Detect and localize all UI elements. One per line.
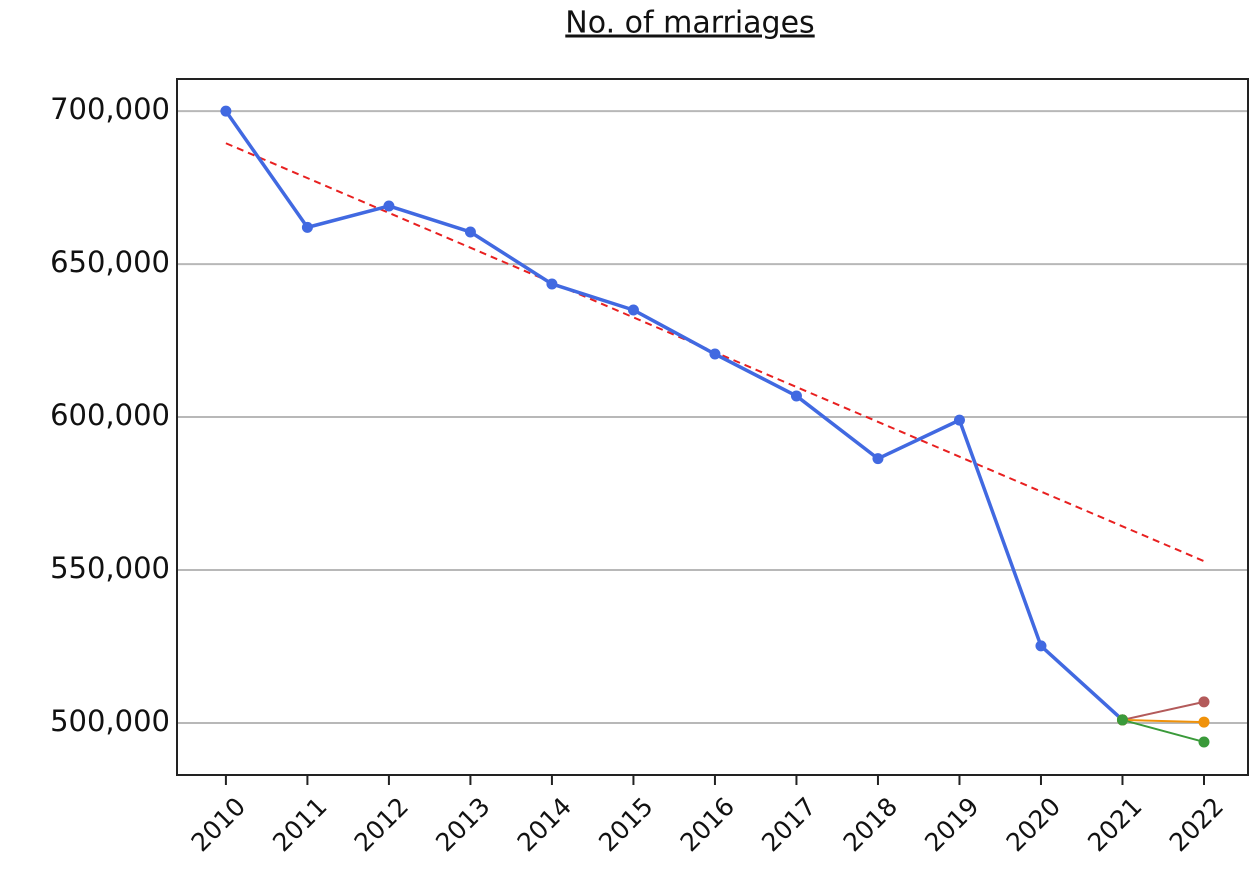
plot-area bbox=[177, 79, 1248, 775]
plot-frame bbox=[176, 78, 1249, 776]
y-tick-label: 550,000 bbox=[50, 551, 170, 585]
data-point bbox=[790, 390, 802, 402]
x-tick-label: 2014 bbox=[512, 792, 577, 857]
data-point bbox=[1116, 714, 1128, 726]
x-tick-label: 2010 bbox=[186, 792, 251, 857]
y-tick-label: 650,000 bbox=[50, 245, 170, 279]
x-tick-label: 2019 bbox=[919, 792, 984, 857]
x-tick-label: 2012 bbox=[349, 792, 414, 857]
y-tick-label: 500,000 bbox=[50, 704, 170, 738]
data-point bbox=[627, 304, 639, 316]
data-point bbox=[872, 453, 884, 465]
data-point bbox=[1035, 640, 1047, 652]
data-point bbox=[953, 414, 965, 426]
series-line bbox=[1122, 718, 1205, 724]
data-point bbox=[1198, 716, 1210, 728]
chart-title: No. of marriages bbox=[565, 6, 814, 41]
data-point bbox=[709, 348, 721, 360]
data-point bbox=[383, 200, 395, 212]
y-tick-label: 600,000 bbox=[50, 398, 170, 432]
series-line bbox=[224, 110, 1124, 722]
data-point bbox=[220, 105, 232, 117]
x-tick-label: 2021 bbox=[1082, 792, 1147, 857]
data-point bbox=[1198, 696, 1210, 708]
x-tick-label: 2018 bbox=[838, 792, 903, 857]
x-tick-label: 2015 bbox=[593, 792, 658, 857]
data-point bbox=[1198, 736, 1210, 748]
data-point bbox=[546, 278, 558, 290]
x-tick-label: 2017 bbox=[756, 792, 821, 857]
x-tick-label: 2011 bbox=[267, 792, 332, 857]
x-tick-label: 2013 bbox=[430, 792, 495, 857]
data-point bbox=[464, 226, 476, 238]
series-line bbox=[1122, 718, 1205, 743]
x-tick-label: 2016 bbox=[675, 792, 740, 857]
series-line bbox=[1122, 700, 1205, 721]
y-tick-label: 700,000 bbox=[50, 92, 170, 126]
x-tick-label: 2020 bbox=[1001, 792, 1066, 857]
x-tick-label: 2022 bbox=[1164, 792, 1229, 857]
data-point bbox=[301, 221, 313, 233]
